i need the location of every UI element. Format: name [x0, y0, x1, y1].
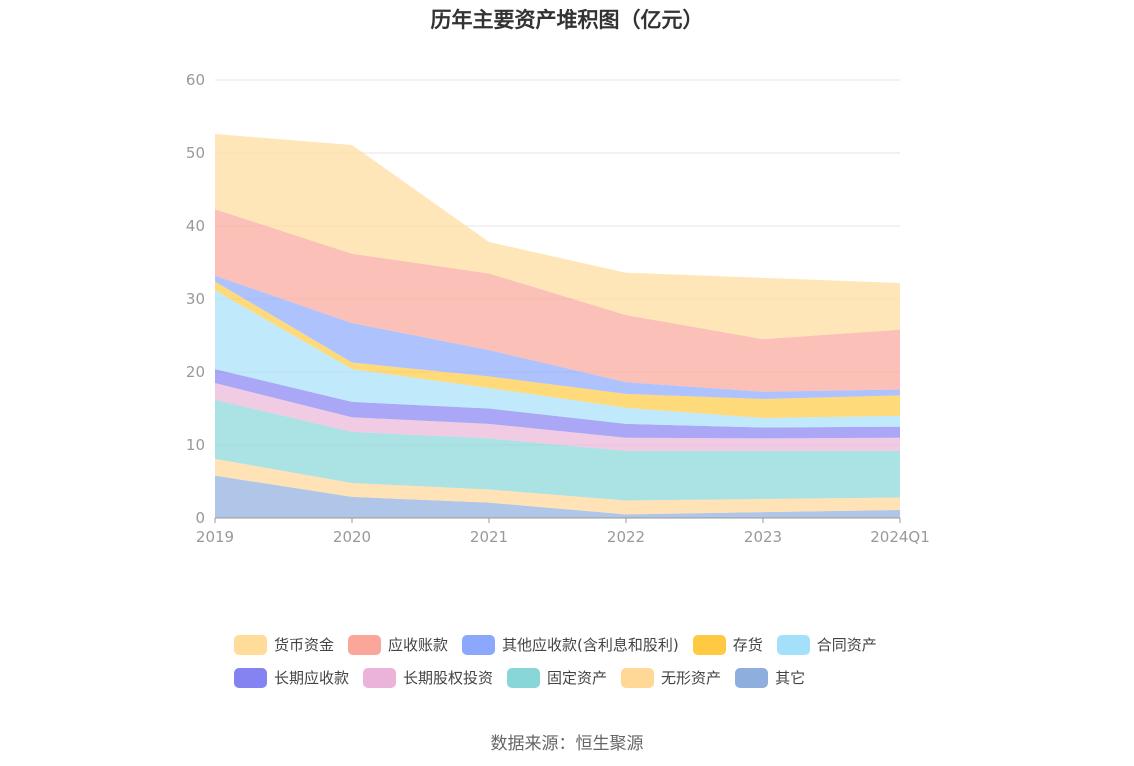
legend-item[interactable]: 无形资产 — [621, 667, 721, 688]
axes: 0 10 20 30 40 50 60 2019 2020 2021 2022 2023 2024Q1 — [186, 71, 930, 546]
legend-item[interactable]: 长期股权投资 — [363, 667, 493, 688]
area-series-0[interactable] — [215, 475, 900, 518]
area-series-3[interactable] — [215, 382, 900, 451]
legend-item[interactable]: 其他应收款(含利息和股利) — [462, 634, 679, 655]
legend-swatch — [363, 667, 397, 688]
area-series-9[interactable] — [215, 134, 900, 340]
area-series-4[interactable] — [215, 369, 900, 439]
y-tick-label: 50 — [186, 144, 205, 162]
legend: 货币资金 应收账款 其他应收款(含利息和股利) 存货 合同资产 长期应收款 长期股权投资 固… — [234, 628, 924, 694]
legend-swatch — [507, 667, 541, 688]
x-tick-label: 2020 — [333, 528, 371, 546]
y-tick-label: 0 — [195, 509, 205, 527]
legend-item[interactable]: 存货 — [692, 634, 763, 655]
legend-label: 其它 — [775, 669, 806, 687]
x-tick-label: 2022 — [607, 528, 645, 546]
legend-item[interactable]: 长期应收款 — [234, 667, 349, 688]
x-tick-label: 2021 — [470, 528, 508, 546]
legend-item[interactable]: 其它 — [735, 667, 805, 688]
legend-row: 货币资金 应收账款 其他应收款(含利息和股利) 存货 合同资产 — [234, 628, 924, 661]
legend-label: 存货 — [732, 636, 763, 654]
area-series-8[interactable] — [215, 209, 900, 392]
legend-label: 长期应收款 — [274, 669, 350, 687]
y-tick-label: 60 — [186, 71, 205, 89]
y-tick-label: 40 — [186, 217, 205, 235]
x-tick-label: 2024Q1 — [870, 528, 930, 546]
legend-label: 合同资产 — [816, 636, 877, 654]
legend-swatch — [776, 634, 810, 655]
legend-item[interactable]: 货币资金 — [234, 634, 334, 655]
legend-label: 固定资产 — [547, 669, 608, 687]
area-layer — [215, 134, 900, 518]
y-tick-label: 10 — [186, 436, 205, 454]
legend-swatch — [462, 634, 496, 655]
area-series-7[interactable] — [215, 275, 900, 400]
legend-label: 货币资金 — [274, 636, 335, 654]
y-tick-label: 20 — [186, 363, 205, 381]
source-note: 数据来源：恒生聚源 — [490, 734, 644, 754]
legend-item[interactable]: 固定资产 — [507, 667, 607, 688]
legend-label: 无形资产 — [661, 669, 722, 687]
legend-swatch — [234, 667, 267, 688]
legend-item[interactable]: 合同资产 — [776, 634, 877, 655]
area-series-2[interactable] — [215, 399, 900, 501]
legend-swatch — [692, 634, 726, 655]
area-series-5[interactable] — [215, 290, 900, 428]
legend-label: 应收账款 — [388, 636, 449, 654]
legend-row: 长期应收款 长期股权投资 固定资产 无形资产 其它 — [234, 661, 924, 694]
x-tick-label: 2019 — [196, 528, 234, 546]
area-series-1[interactable] — [215, 458, 900, 515]
legend-swatch — [621, 667, 655, 688]
legend-swatch — [348, 634, 382, 655]
area-series-6[interactable] — [215, 281, 900, 418]
chart-title: 历年主要资产堆积图（亿元） — [430, 8, 704, 32]
y-tick-label: 30 — [186, 290, 205, 308]
legend-swatch — [234, 634, 267, 655]
legend-item[interactable]: 应收账款 — [348, 634, 448, 655]
x-tick-label: 2023 — [744, 528, 782, 546]
legend-swatch — [735, 667, 769, 688]
legend-label: 长期股权投资 — [403, 669, 494, 687]
legend-label: 其他应收款(含利息和股利) — [502, 636, 679, 654]
